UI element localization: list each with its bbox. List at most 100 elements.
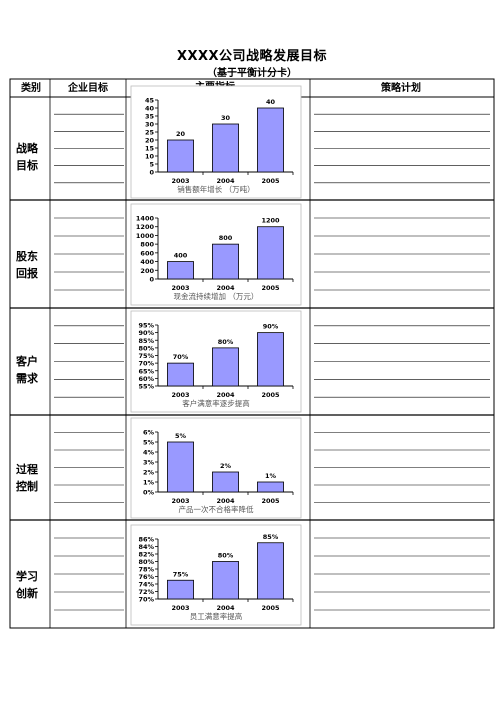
category-strategy-line2: 目标 <box>16 159 38 172</box>
chart-caption: 现金流持续增加 （万元） <box>174 291 259 301</box>
y-tick-label: 65% <box>138 367 154 375</box>
y-tick-label: 1000 <box>136 232 155 240</box>
header-goals: 企业目标 <box>68 83 108 94</box>
bar-2005 <box>257 332 284 387</box>
chart-caption: 产品一次不合格率降低 <box>179 504 254 514</box>
page-title: XXXX公司战略发展目标 <box>176 49 328 64</box>
category-process-line2: 控制 <box>16 480 38 493</box>
bar-2004 <box>212 347 239 387</box>
data-label: 5% <box>175 432 187 440</box>
y-tick-label: 80% <box>138 344 154 352</box>
y-tick-label: 85% <box>138 337 154 345</box>
x-tick-label: 2004 <box>216 284 235 292</box>
x-tick-label: 2003 <box>171 284 189 292</box>
bar-2003 <box>167 261 194 280</box>
data-label: 1% <box>265 472 277 480</box>
y-tick-label: 5 <box>149 161 154 169</box>
category-strategy: 战略 目标 <box>12 140 52 174</box>
bar-2005 <box>257 542 284 600</box>
y-tick-label: 20 <box>145 137 155 145</box>
category-strategy-line1: 战略 <box>16 142 38 155</box>
category-shareholder: 股东 回报 <box>12 248 52 282</box>
bar-2005 <box>257 481 284 493</box>
category-learning: 学习 创新 <box>12 568 52 602</box>
x-tick-label: 2005 <box>261 391 280 399</box>
chart-caption: 员工满意率提高 <box>190 611 243 621</box>
header-plan: 策略计划 <box>381 83 421 94</box>
y-tick-label: 1200 <box>136 223 155 231</box>
y-tick-label: 4% <box>143 449 155 457</box>
y-tick-label: 25 <box>145 129 155 137</box>
category-process: 过程 控制 <box>12 461 52 495</box>
data-label: 40 <box>266 98 276 106</box>
data-label: 75% <box>173 570 189 578</box>
y-tick-label: 15 <box>145 145 155 153</box>
x-tick-label: 2004 <box>216 177 235 185</box>
y-tick-label: 2% <box>143 469 155 477</box>
data-label: 30 <box>221 114 231 122</box>
bar-2003 <box>167 441 194 493</box>
y-tick-label: 80% <box>138 558 154 566</box>
y-tick-label: 10 <box>145 153 155 161</box>
bar-2003 <box>167 362 194 387</box>
y-tick-label: 5% <box>143 439 155 447</box>
x-tick-label: 2003 <box>171 497 189 505</box>
y-tick-label: 84% <box>138 543 154 551</box>
y-tick-label: 30 <box>145 121 155 129</box>
y-tick-label: 400 <box>140 258 154 266</box>
category-shareholder-line2: 回报 <box>16 267 38 280</box>
data-label: 1200 <box>261 217 280 225</box>
chart-4: 0% 1% 2% 3% 4% 5% 6% 5% 2003 2% 2004 1% 2005 产品一次不合格率… <box>130 417 302 519</box>
category-learning-line2: 创新 <box>16 587 38 600</box>
bar-2004 <box>212 243 239 280</box>
y-tick-label: 0 <box>149 169 154 177</box>
chart-panel <box>130 417 302 519</box>
y-tick-label: 1% <box>143 479 155 487</box>
bar-2005 <box>257 226 284 280</box>
data-label: 800 <box>219 234 233 242</box>
table-border <box>9 78 495 629</box>
y-tick-label: 55% <box>138 383 154 391</box>
data-label: 90% <box>263 323 279 331</box>
y-tick-label: 75% <box>138 352 154 360</box>
y-tick-label: 600 <box>140 249 154 257</box>
data-label: 85% <box>263 533 279 541</box>
x-tick-label: 2003 <box>171 604 189 612</box>
y-tick-label: 60% <box>138 375 154 383</box>
y-tick-label: 40 <box>145 105 155 113</box>
bar-2004 <box>212 123 239 173</box>
chart-caption: 客户满意率逐步提高 <box>182 398 250 408</box>
data-label: 20 <box>176 130 186 138</box>
y-tick-label: 0 <box>149 276 154 284</box>
chart-1: 051015202530354045202003302004402005销售额年… <box>130 85 302 199</box>
y-tick-label: 86% <box>138 536 154 544</box>
x-tick-label: 2004 <box>216 604 235 612</box>
data-label: 2% <box>220 462 232 470</box>
chart-5: 70%72%74%76%78%80%82%84%86%75%200380%200… <box>130 524 302 626</box>
bar-2004 <box>212 561 239 600</box>
chart-caption: 销售额年增长 （万吨） <box>177 184 254 194</box>
y-tick-label: 800 <box>140 241 154 249</box>
bar-2005 <box>257 107 284 173</box>
bar-2003 <box>167 139 194 173</box>
header-category: 类别 <box>21 83 41 94</box>
data-label: 400 <box>174 252 188 260</box>
y-tick-label: 72% <box>138 588 154 596</box>
category-learning-line1: 学习 <box>16 570 38 583</box>
data-label: 80% <box>218 338 234 346</box>
y-tick-label: 3% <box>143 459 155 467</box>
chart-2: 0200400600800100012001400400200380020041… <box>130 203 302 306</box>
y-tick-label: 1400 <box>136 215 155 223</box>
y-tick-label: 70% <box>138 360 154 368</box>
y-tick-label: 6% <box>143 429 155 437</box>
chart-3: 55%60%65%70%75%80%85%90%95%70%200380%200… <box>130 310 302 413</box>
bar-2004 <box>212 471 239 493</box>
x-tick-label: 2005 <box>261 284 280 292</box>
page-subtitle: （基于平衡计分卡） <box>207 68 297 79</box>
category-customer-line2: 需求 <box>16 372 38 385</box>
y-tick-label: 82% <box>138 551 154 559</box>
y-tick-label: 78% <box>138 566 154 574</box>
y-tick-label: 95% <box>138 322 154 330</box>
y-tick-label: 0% <box>143 489 155 497</box>
